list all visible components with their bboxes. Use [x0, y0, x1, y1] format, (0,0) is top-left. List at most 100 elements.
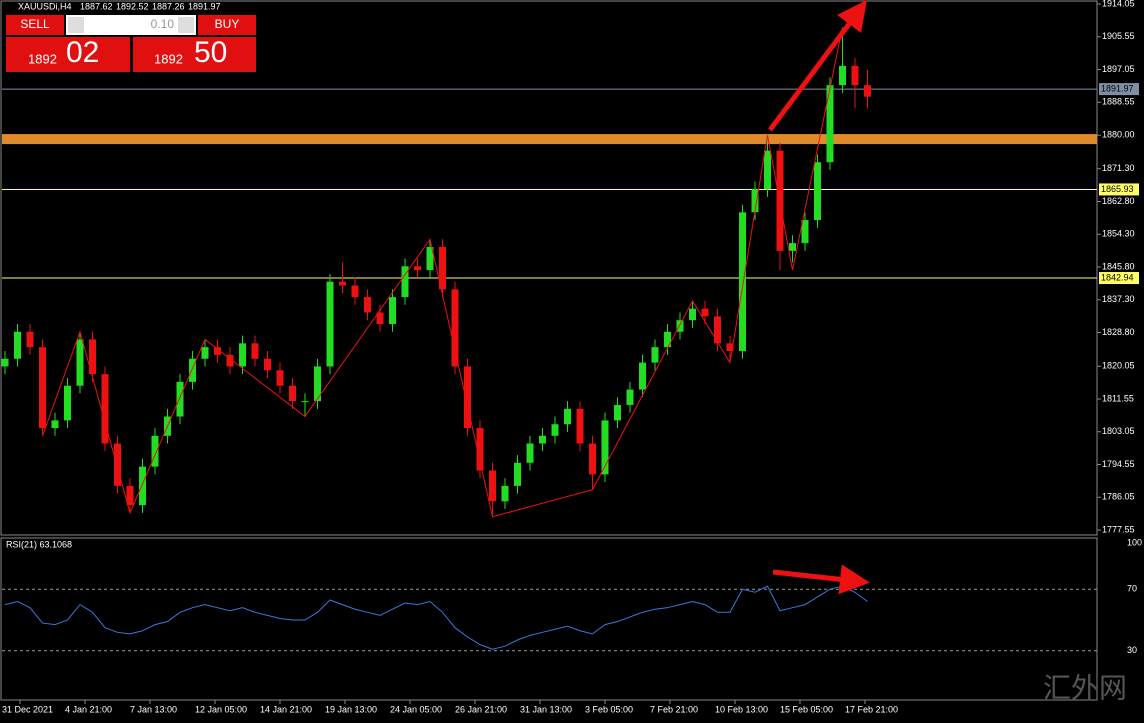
lot-value: 0.10: [151, 17, 175, 31]
candle-body: [51, 420, 59, 429]
candle-body: [551, 424, 559, 436]
candle-body: [276, 370, 284, 386]
candle-body: [839, 65, 846, 86]
y-tick-label: 1862.80: [1102, 196, 1135, 206]
y-tick-label: 1777.55: [1102, 524, 1135, 534]
rsi-line: [4, 585, 868, 650]
candle-body: [751, 189, 759, 213]
level-label: 1891.97: [1101, 83, 1134, 93]
candle-body: [376, 312, 384, 325]
candle-body: [714, 316, 721, 344]
candle-body: [451, 289, 459, 367]
sell-price-small: 02: [66, 36, 99, 69]
y-tick-label: 1897.05: [1102, 64, 1135, 74]
sell-button[interactable]: [6, 15, 64, 35]
level-label: 1865.93: [1101, 184, 1134, 194]
y-tick-label: 1914.05: [1102, 0, 1135, 8]
candle-body: [201, 347, 209, 359]
candle-body: [814, 162, 821, 221]
candle-body: [339, 281, 346, 286]
lot-down[interactable]: [68, 17, 84, 33]
symbol: XAUUSDi,H4: [18, 1, 72, 11]
sell-price[interactable]: [6, 37, 130, 72]
candle-body: [764, 150, 771, 190]
candle-body: [226, 354, 234, 367]
header-high: 1892.52: [116, 1, 149, 11]
candle-body: [651, 347, 659, 363]
x-tick-label: 19 Jan 13:00: [325, 704, 377, 714]
candle-body: [214, 347, 221, 355]
annotation-arrow: [772, 564, 870, 595]
buy-price-small: 50: [194, 36, 227, 69]
candle-body: [364, 297, 371, 313]
candle-body: [126, 485, 134, 506]
candle-body: [739, 212, 746, 352]
candle-body: [676, 320, 684, 332]
x-tick-label: 17 Feb 21:00: [845, 704, 898, 714]
resistance-zone: [2, 134, 1097, 145]
x-tick-label: 26 Jan 21:00: [455, 704, 507, 714]
candle-body: [701, 308, 709, 317]
buy-price[interactable]: [133, 37, 256, 72]
candle-body: [539, 435, 546, 444]
y-tick-label: 1837.30: [1102, 294, 1135, 304]
x-tick-label: 3 Feb 05:00: [585, 704, 633, 714]
y-tick-label: 1880.00: [1102, 130, 1135, 140]
y-tick-label: 1854.30: [1102, 229, 1135, 239]
candle-body: [314, 366, 321, 402]
candle-body: [176, 381, 184, 417]
lot-input[interactable]: [66, 15, 196, 35]
rsi-frame: [0, 537, 1098, 701]
candle-body: [726, 343, 734, 352]
candle-body: [789, 243, 796, 251]
zigzag: [42, 27, 843, 518]
lot-up[interactable]: [178, 17, 194, 33]
candle-body: [401, 266, 409, 298]
candle-body: [564, 408, 571, 425]
x-tick-label: 7 Jan 13:00: [130, 704, 177, 714]
candle-body: [414, 266, 421, 271]
rsi-tick-label: 70: [1127, 584, 1137, 594]
level-tag: [1099, 272, 1139, 285]
y-tick-label: 1820.05: [1102, 361, 1135, 371]
candle-body: [601, 420, 609, 475]
candle-body: [351, 285, 359, 298]
buy-label: BUY: [215, 17, 240, 31]
candle-body: [826, 85, 834, 163]
candle-body: [114, 443, 121, 486]
x-tick-label: 24 Jan 05:00: [390, 704, 442, 714]
candle-body: [251, 343, 259, 359]
main-frame: [0, 0, 1098, 536]
y-tick-label: 1811.55: [1102, 393, 1134, 403]
candle-body: [89, 339, 96, 375]
rsi-label: RSI(21) 63.1068: [6, 539, 72, 549]
x-tick-label: 10 Feb 13:00: [715, 704, 768, 714]
sell-price-big: 1892: [28, 51, 57, 66]
candle-body: [14, 331, 21, 359]
candle-body: [626, 389, 634, 405]
candle-body: [801, 220, 809, 244]
rsi-tick-label: 30: [1127, 645, 1137, 655]
y-tick-label: 1871.30: [1102, 163, 1135, 173]
y-tick-label: 1794.55: [1102, 459, 1135, 469]
candle-body: [576, 408, 584, 444]
candle-body: [426, 246, 434, 271]
candle-body: [26, 331, 34, 348]
candle-body: [76, 339, 84, 386]
candle-body: [64, 385, 71, 421]
candle-body: [1, 358, 9, 367]
level-label: 1842.94: [1101, 272, 1134, 282]
sell-label: SELL: [20, 17, 50, 31]
y-tick-label: 1905.55: [1102, 31, 1135, 41]
rsi-tick-label: 100: [1127, 537, 1142, 547]
y-tick-label: 1845.80: [1102, 261, 1135, 271]
candle-body: [476, 428, 484, 471]
watermark: 汇外网: [1043, 672, 1127, 703]
header-low: 1887.26: [152, 1, 185, 11]
candle-body: [39, 347, 46, 429]
buy-button[interactable]: [198, 15, 256, 35]
candle-body: [639, 362, 646, 390]
candle-body: [289, 385, 296, 402]
candle-body: [189, 358, 196, 382]
